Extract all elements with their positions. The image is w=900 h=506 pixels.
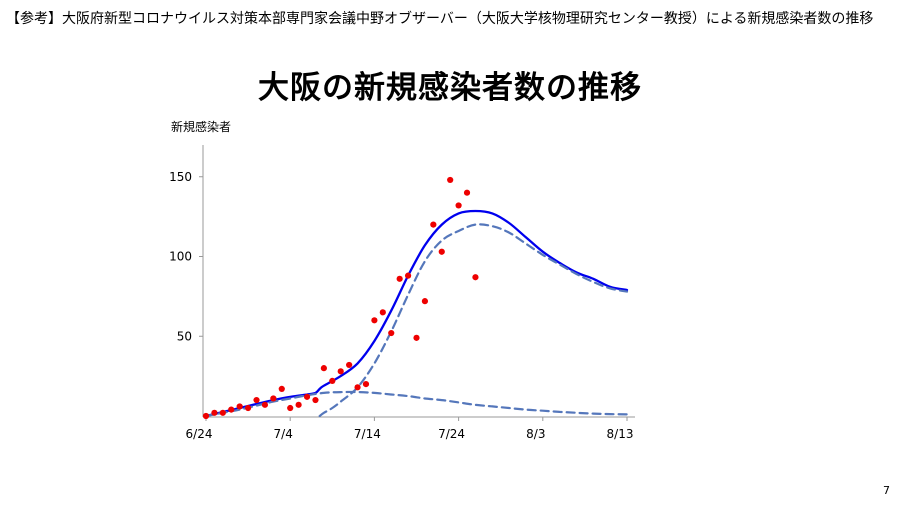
- data-point: [421, 298, 429, 305]
- data-point: [320, 365, 327, 372]
- data-point: [396, 275, 403, 282]
- page-number: 7: [883, 484, 890, 497]
- data-point: [312, 396, 319, 404]
- data-point: [447, 176, 454, 184]
- x-tick-label: 6/24: [186, 427, 213, 441]
- data-point: [228, 406, 235, 413]
- data-point: [236, 403, 243, 410]
- data-point: [329, 377, 336, 385]
- data-point: [219, 409, 226, 416]
- data-point: [472, 274, 479, 281]
- data-point: [455, 202, 462, 209]
- x-tick-label: 7/14: [354, 427, 381, 441]
- y-tick-label: 100: [169, 250, 192, 264]
- series-line-solid: [204, 209, 629, 418]
- data-point: [346, 361, 353, 369]
- data-point: [278, 385, 285, 392]
- data-point: [303, 393, 311, 400]
- data-point: [253, 396, 260, 404]
- lines-group: [204, 209, 629, 418]
- x-tick-label: 8/13: [607, 427, 634, 441]
- x-tick-label: 7/24: [438, 427, 465, 441]
- data-point: [388, 329, 395, 337]
- series-line-dashed-3: [318, 223, 629, 418]
- data-point: [379, 309, 386, 316]
- data-point: [362, 381, 370, 388]
- data-point: [270, 395, 277, 402]
- x-tick-label: 8/3: [526, 427, 545, 441]
- data-point: [404, 272, 412, 279]
- data-point: [354, 384, 361, 391]
- data-point: [287, 404, 294, 412]
- chart-title: 大阪の新規感染者数の推移: [258, 70, 642, 106]
- data-point: [261, 401, 269, 408]
- data-point: [438, 248, 445, 255]
- y-tick-label: 50: [177, 329, 192, 343]
- data-point: [463, 189, 471, 196]
- data-point: [202, 412, 210, 420]
- ticks-group: 6/24 7/4 7/14 7/24 8/3 8/13 50 100 150: [169, 170, 633, 441]
- series-line-dashed-2: [204, 390, 629, 418]
- data-point: [295, 401, 302, 408]
- data-point: [245, 404, 252, 412]
- data-point: [337, 368, 344, 375]
- data-point: [430, 221, 437, 228]
- slide-header: 【参考】大阪府新型コロナウイルス対策本部専門家会議中野オブザーバー（大阪大学核物…: [6, 11, 874, 27]
- y-axis-title: 新規感染者: [171, 119, 231, 134]
- data-point: [413, 334, 420, 341]
- data-point: [371, 317, 378, 324]
- data-point: [211, 409, 218, 416]
- points-group: [202, 176, 479, 420]
- x-tick-label: 7/4: [274, 427, 293, 441]
- y-tick-label: 150: [169, 170, 192, 184]
